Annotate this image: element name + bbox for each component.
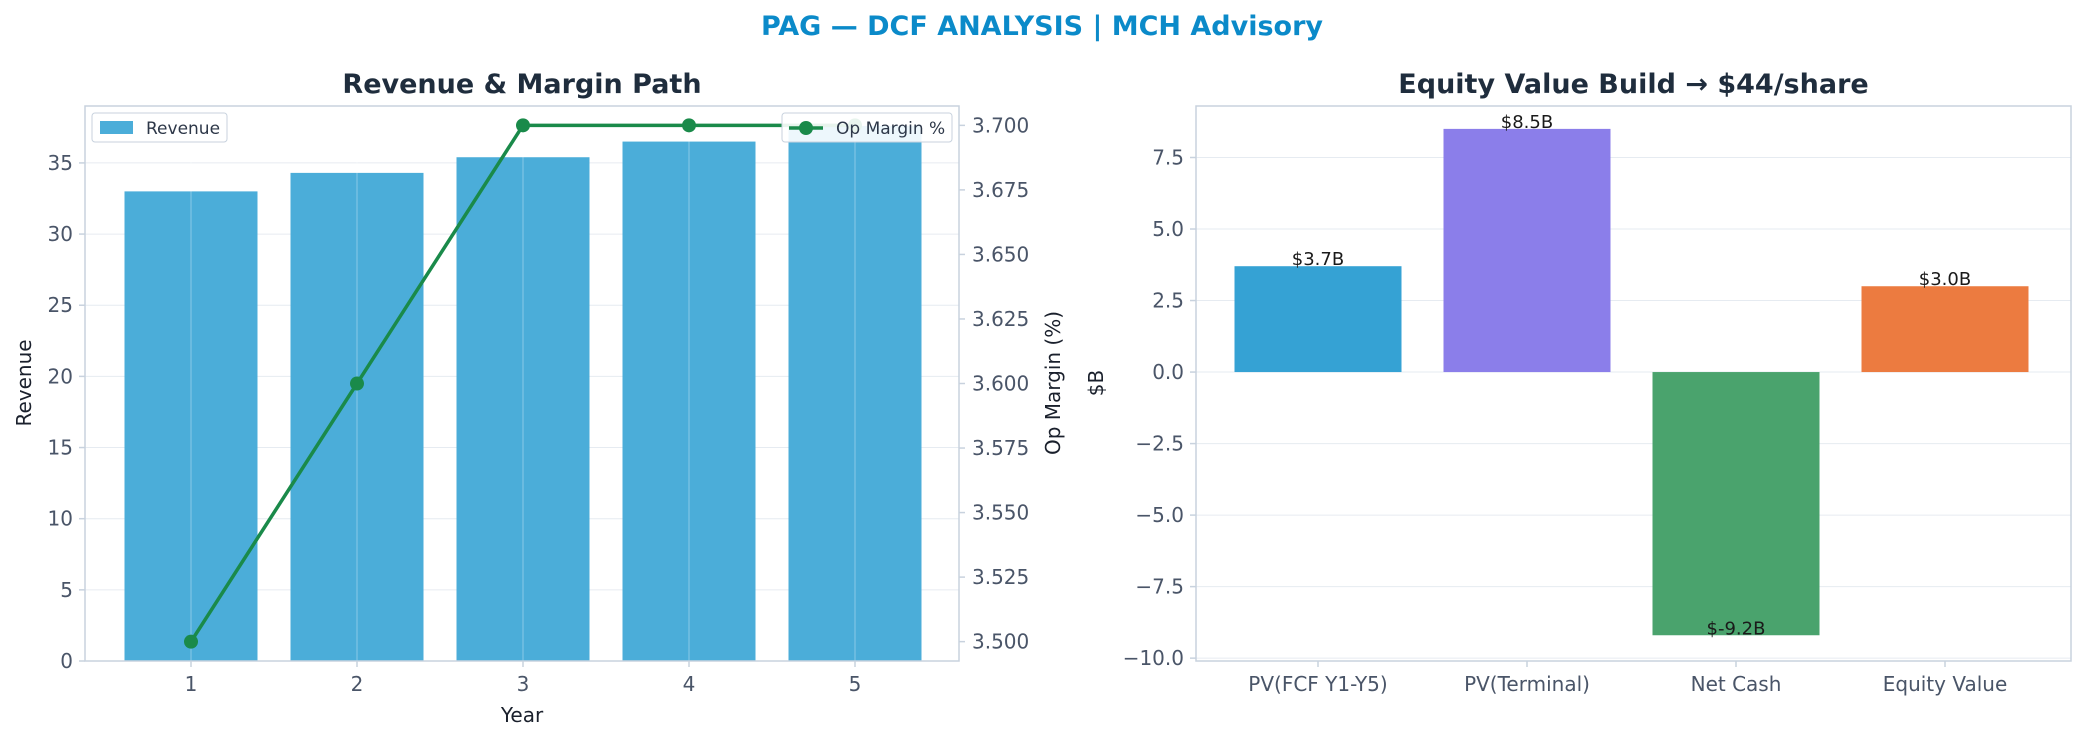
x-tick-label: 3: [517, 672, 530, 696]
y-tick-label: −7.5: [1135, 575, 1184, 599]
equity-data-label: $3.0B: [1919, 269, 1971, 290]
y-tick-label: 5.0: [1152, 217, 1184, 241]
revenue-chart-title: Revenue & Margin Path: [342, 69, 701, 100]
legend-op-margin: Op Margin %: [781, 112, 953, 143]
x-tick-label: Net Cash: [1691, 672, 1782, 696]
revenue-bar: [788, 125, 922, 661]
y-tick-label: 2.5: [1152, 289, 1184, 313]
legend-op-margin-label: Op Margin %: [836, 119, 945, 139]
revenue-bar: [290, 172, 424, 661]
y-tick-label: 10: [48, 507, 73, 531]
legend-revenue-swatch: [100, 121, 133, 134]
y2-tick-label: 3.650: [972, 242, 1029, 266]
legend-revenue-box: [91, 112, 228, 143]
equity-value-chart: Equity Value Build → $44/share $3.7B $8.5…: [1084, 69, 2072, 696]
x-tick-label: 1: [185, 672, 198, 696]
equity-chart-frame: [1195, 105, 2072, 662]
equity-y-axis-label: $B: [1084, 370, 1108, 396]
op-margin-point: [516, 118, 530, 133]
y-tick-label: −5.0: [1135, 503, 1184, 527]
legend-op-margin-box: [781, 112, 953, 143]
y-tick-label: 15: [48, 436, 73, 460]
y2-tick-label: 3.625: [972, 307, 1029, 331]
legend-revenue: Revenue: [91, 112, 228, 143]
op-margin-point: [184, 634, 198, 649]
y2-axis-label: Op Margin (%): [1041, 311, 1065, 455]
y-tick-label: −10.0: [1123, 646, 1184, 670]
x-tick-label: PV(Terminal): [1464, 672, 1590, 696]
year-x-ticks: 1 2 3 4 5: [185, 661, 862, 696]
y-tick-label: 20: [48, 364, 73, 388]
equity-data-label: $8.5B: [1501, 112, 1553, 133]
y-tick-label: 0: [60, 649, 73, 673]
y2-tick-label: 3.675: [972, 178, 1029, 202]
y-tick-label: 35: [48, 151, 73, 175]
equity-chart-title: Equity Value Build → $44/share: [1398, 69, 1868, 100]
y-axis-label: Revenue: [12, 339, 36, 426]
x-tick-label: 5: [849, 672, 862, 696]
op-margin-point: [350, 376, 364, 391]
y2-tick-label: 3.700: [972, 113, 1029, 137]
op-margin-y-ticks: 3.500 3.525 3.550 3.575 3.600 3.625 3.650 3.675…: [959, 113, 1029, 654]
equity-data-label: $3.7B: [1292, 249, 1344, 270]
equity-bars: [1234, 128, 2029, 636]
equity-bar: [1652, 372, 1820, 636]
plot-frame: [1195, 105, 2072, 662]
y-tick-label: 5: [60, 578, 73, 602]
equity-bar: [1443, 128, 1611, 373]
y2-tick-label: 3.525: [972, 565, 1029, 589]
y-tick-label: 0.0: [1152, 360, 1184, 384]
equity-chart-grid: [1196, 156, 2071, 659]
x-tick-label: 4: [683, 672, 696, 696]
revenue-bar: [622, 141, 756, 662]
equity-bar: [1234, 266, 1402, 373]
revenue-y-ticks: 0 5 10 15 20 25 30 35: [48, 151, 85, 673]
equity-x-ticks: PV(FCF Y1-Y5) PV(Terminal) Net Cash Equity …: [1248, 661, 2007, 696]
revenue-bar: [124, 191, 258, 661]
equity-y-ticks: −10.0 −7.5 −5.0 −2.5 0.0 2.5 5.0 7.5: [1123, 145, 1196, 670]
op-margin-point: [682, 118, 696, 133]
equity-data-labels: $3.7B $8.5B $-9.2B $3.0B: [1292, 112, 1971, 639]
legend-op-margin-marker: [799, 121, 813, 135]
legend-revenue-label: Revenue: [146, 119, 220, 139]
revenue-bars: [124, 125, 922, 662]
y2-tick-label: 3.575: [972, 436, 1029, 460]
equity-bar: [1861, 286, 2029, 373]
y-tick-label: 25: [48, 293, 73, 317]
y2-tick-label: 3.600: [972, 372, 1029, 396]
x-tick-label: 2: [351, 672, 364, 696]
y-tick-label: −2.5: [1135, 432, 1184, 456]
x-tick-label: PV(FCF Y1-Y5): [1248, 672, 1387, 696]
figure-title: PAG — DCF ANALYSIS | MCH Advisory: [761, 11, 1323, 42]
x-axis-label: Year: [500, 703, 544, 727]
equity-data-label: $-9.2B: [1707, 618, 1766, 639]
revenue-bar: [456, 157, 590, 661]
y2-tick-label: 3.500: [972, 630, 1029, 654]
y-tick-label: 30: [48, 222, 73, 246]
y-tick-label: 7.5: [1152, 145, 1184, 169]
y2-tick-label: 3.550: [972, 501, 1029, 525]
x-tick-label: Equity Value: [1883, 672, 2008, 696]
